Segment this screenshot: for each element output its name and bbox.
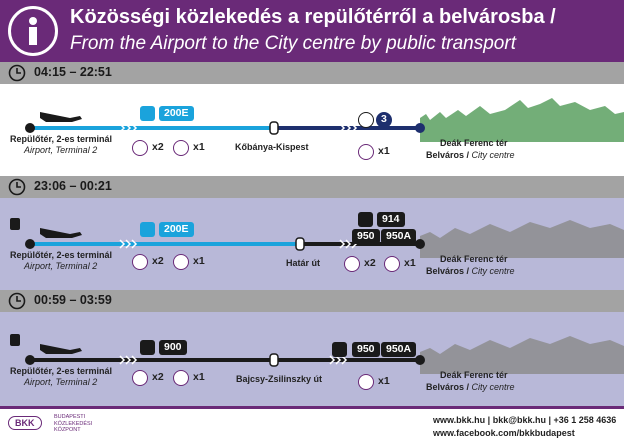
clock-icon [8,178,26,196]
transfer-stop: Bajcsy-Zsilinszky út [236,374,323,384]
pass-count: x1 [193,371,205,383]
time-bar-3: 00:59 – 03:59 [0,290,624,312]
route-day: 200E x2 x1 Repülőtér, 2-es terminál Airp… [0,84,624,176]
night-line-950: 950 [352,229,380,244]
metro-ticket-count: x1 [378,145,390,157]
bus-line-badge: 200E [159,106,194,121]
clock-icon [8,64,26,82]
dest-district: Belváros / [426,150,470,160]
night-line-950a: 950A [381,229,417,244]
dest-stop: Deák Ferenc tér [440,138,508,148]
night-ticket-icon [344,256,360,272]
night-bus-icon [140,340,155,355]
dest-stop: Deák Ferenc tér [440,370,508,380]
bus-ticket-icon [132,254,148,270]
night-bus-icon [358,212,373,227]
origin-label: Repülőtér, 2-es terminál [10,134,113,144]
metro-icon [358,112,374,128]
dest-en: City centre [471,266,515,276]
metro-line: 3 [381,113,387,125]
pass-icon [173,370,189,386]
origin-label-en: Airport, Terminal 2 [24,145,98,155]
pass-icon [173,254,189,270]
org-line-3: KÖZPONT [54,427,81,433]
origin-label: Repülőtér, 2-es terminál [10,250,113,260]
night-line-950a: 950A [381,342,417,357]
pass-count: x1 [193,141,205,153]
night-ticket-count: x1 [378,375,390,387]
pass-icon [173,140,189,156]
transfer-stop: Kőbánya-Kispest [235,142,309,152]
time-range: 04:15 – 22:51 [34,65,112,79]
bus-line-badge: 200E [159,222,194,237]
metro-line-icon [376,112,392,128]
night-ticket-count: x2 [364,257,376,269]
pass-count: x1 [193,255,205,267]
route-evening-map [10,218,624,258]
night-ticket-icon [358,374,374,390]
route-day-map [25,98,624,142]
night-pass-icon [384,256,400,272]
bus-ticket-icon [132,370,148,386]
night-bus-icon-2 [332,342,347,357]
page-footer: BKK BUDAPESTI KÖZLEKEDÉSI KÖZPONT www.bk… [0,406,624,441]
origin-label: Repülőtér, 2-es terminál [10,366,113,376]
metro-ticket-icon [358,144,374,160]
dest-en: City centre [471,150,515,160]
bus-icon [140,222,155,237]
bus-ticket-count: x2 [152,255,164,267]
bkk-logo: BKK [8,416,42,430]
route-evening: 200E x2 x1 Repülőtér, 2-es terminál Airp… [0,198,624,290]
origin-label-en: Airport, Terminal 2 [24,377,98,387]
route-night-map [10,334,624,374]
bus-ticket-count: x2 [152,371,164,383]
time-bar-1: 04:15 – 22:51 [0,62,624,84]
bus-ticket-icon [132,140,148,156]
dest-district: Belváros / [426,266,470,276]
contact-links[interactable]: www.bkk.hu | bkk@bkk.hu | +36 1 258 4636 [433,415,617,425]
org-name: BUDAPESTI KÖZLEKEDÉSI KÖZPONT [54,414,92,434]
footer-divider [0,406,624,409]
origin-label-en: Airport, Terminal 2 [24,261,98,271]
bus-line-badge: 900 [159,340,187,355]
dest-en: City centre [471,382,515,392]
title-hungarian: Közösségi közlekedés a repülőtérről a be… [70,6,556,28]
title-english: From the Airport to the City centre by p… [70,33,516,54]
night-line-950: 950 [352,342,380,357]
time-bar-2: 23:06 – 00:21 [0,176,624,198]
time-range: 00:59 – 03:59 [34,293,112,307]
dest-district: Belváros / [426,382,470,392]
night-pass-count: x1 [404,257,416,269]
route-night: 900 x2 x1 Repülőtér, 2-es terminál Airpo… [0,312,624,406]
org-line-1: BUDAPESTI [54,414,86,420]
bus-ticket-count: x2 [152,141,164,153]
clock-icon [8,292,26,310]
time-range: 23:06 – 00:21 [34,179,112,193]
page-header: Közösségi közlekedés a repülőtérről a be… [0,0,624,62]
facebook-link[interactable]: www.facebook.com/bkkbudapest [433,428,575,438]
night-line-914: 914 [377,212,405,227]
bus-icon [140,106,155,121]
info-icon [8,6,58,56]
dest-stop: Deák Ferenc tér [440,254,508,264]
transfer-stop: Határ út [286,258,321,268]
org-line-2: KÖZLEKEDÉSI [54,420,93,427]
